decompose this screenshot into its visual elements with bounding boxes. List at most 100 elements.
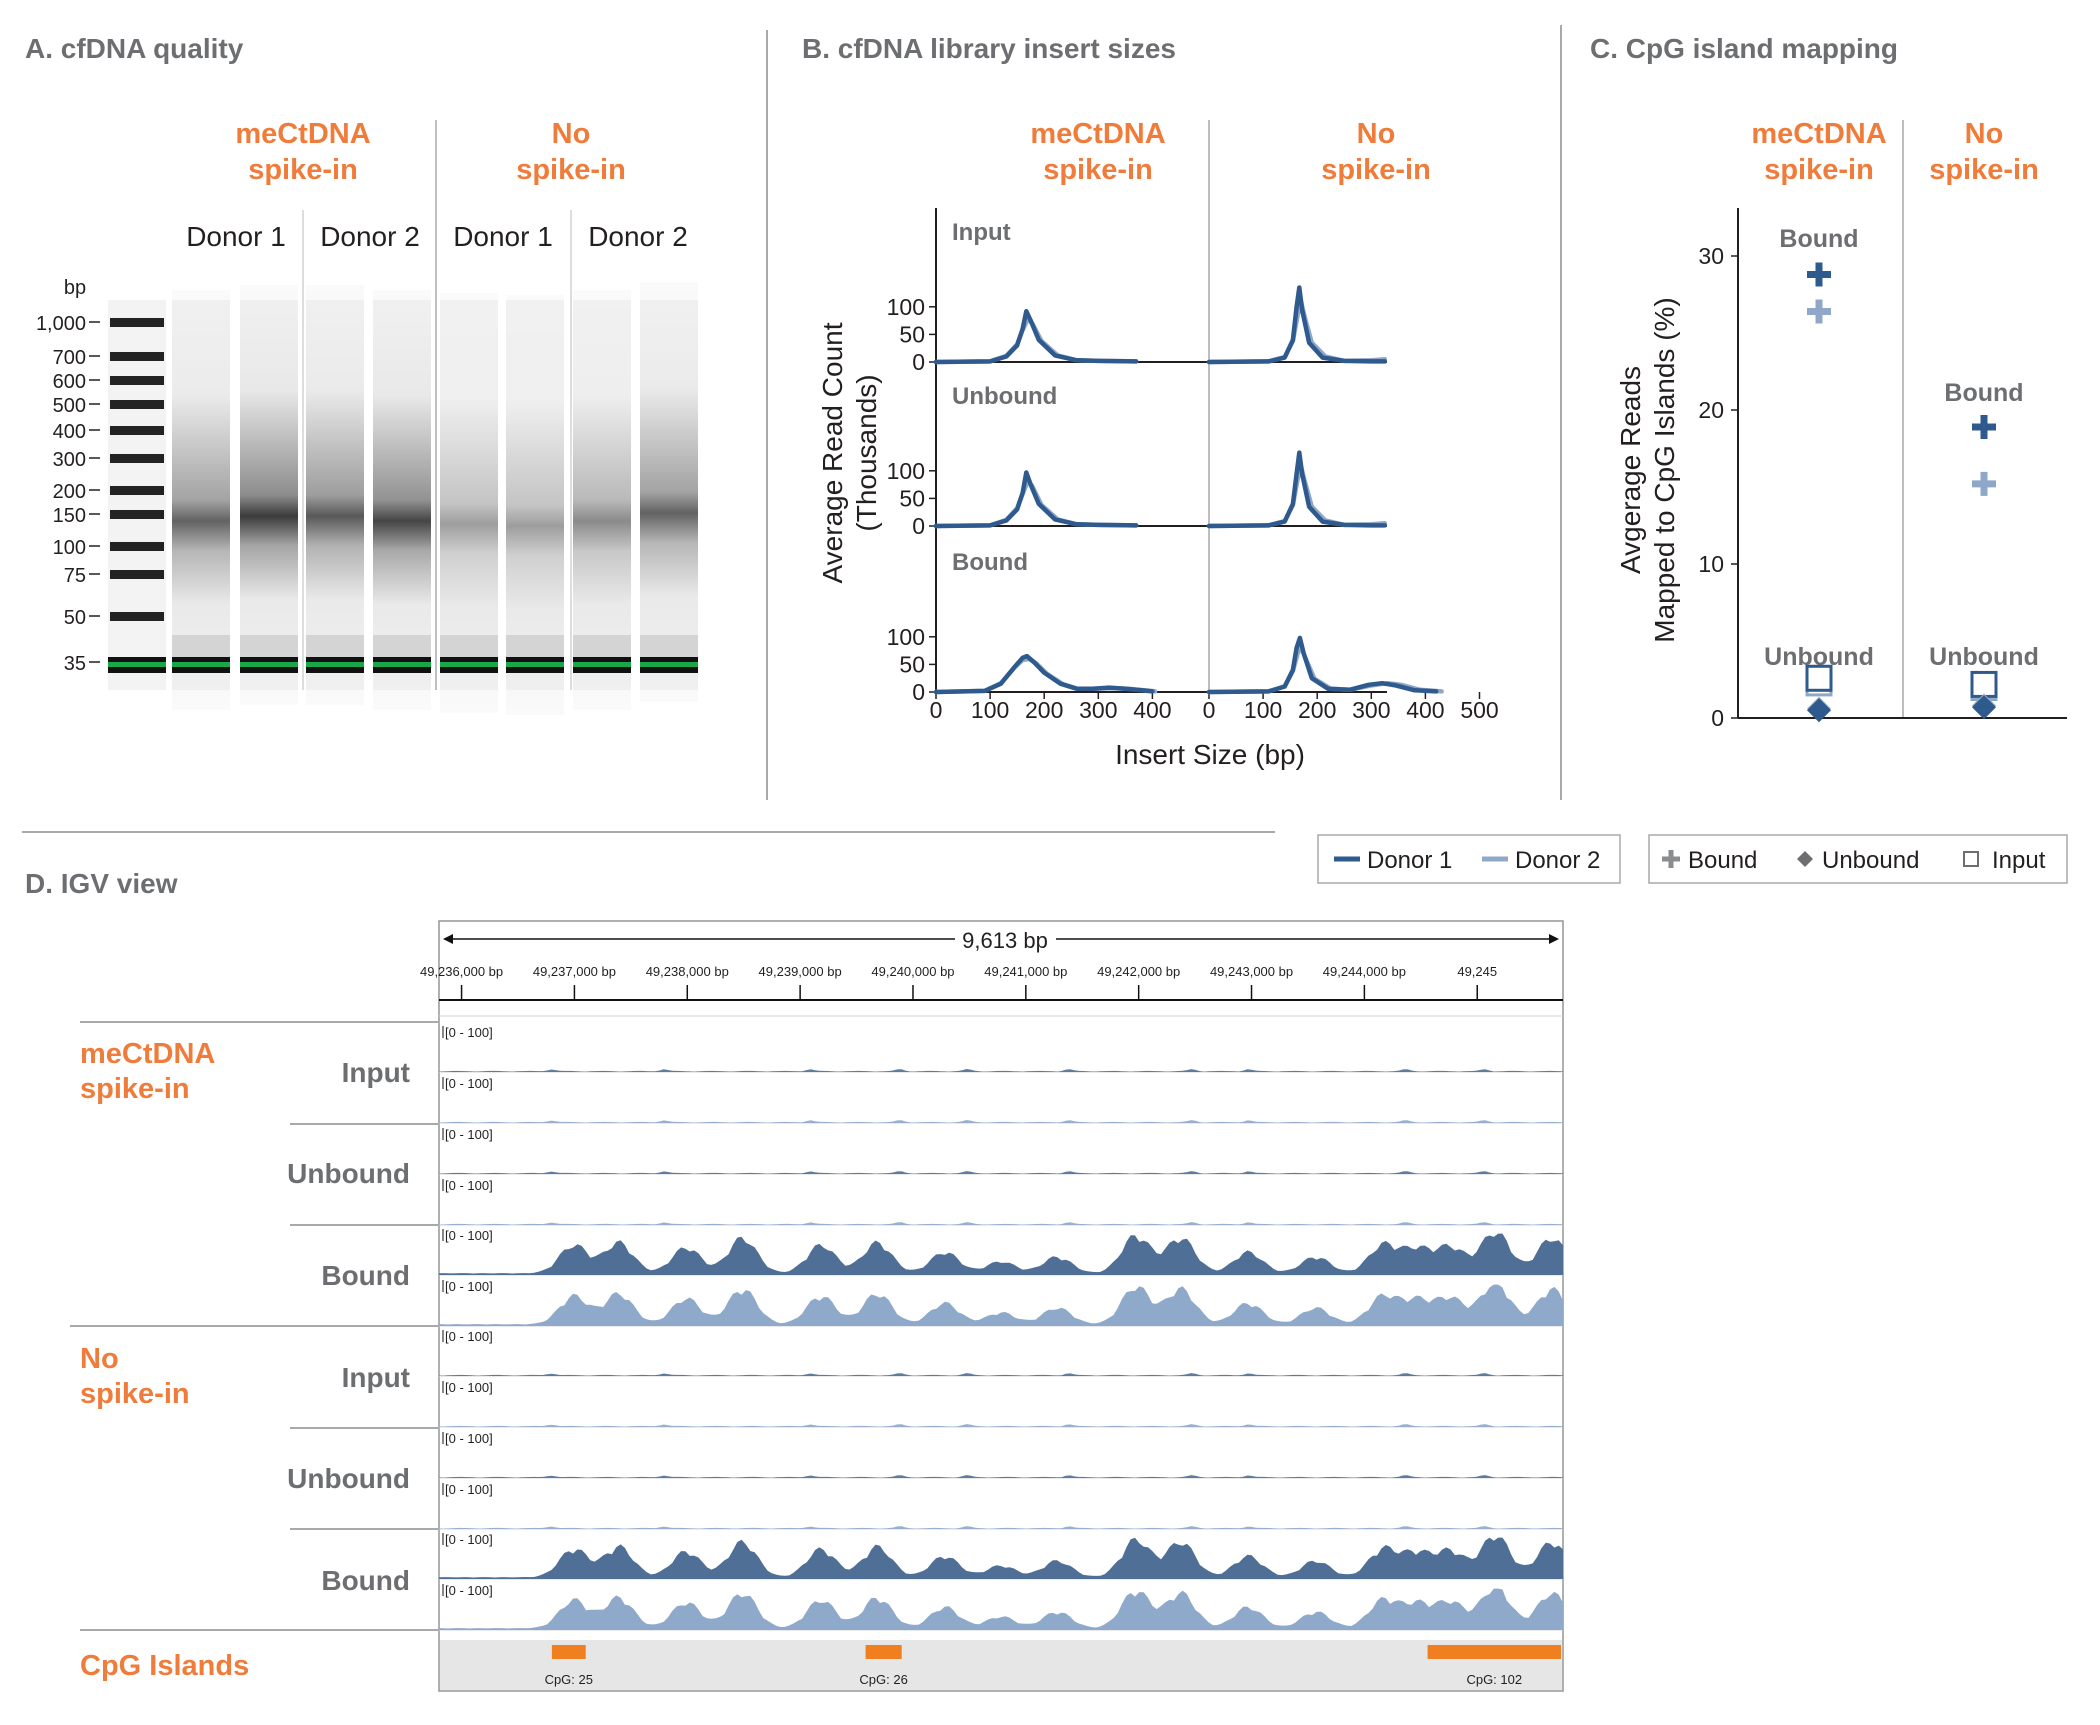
legend-donor2-label: Donor 2: [1515, 847, 1600, 874]
igv-coord-label: 49,241,000 bp: [984, 964, 1067, 979]
panel-b-y-tick-label: 0: [912, 679, 925, 705]
igv-track-range: [0 - 100]: [445, 1482, 493, 1497]
primer-shadow: [373, 635, 431, 657]
cpg-island-label: CpG: 102: [1466, 1672, 1522, 1687]
ladder-band: [110, 570, 164, 579]
ladder-tick-label: 200: [53, 481, 86, 503]
ladder-band: [110, 352, 164, 361]
panel-b-y-tick-label: 100: [887, 294, 925, 320]
igv-coord-label: 49,236,000 bp: [420, 964, 503, 979]
panel-b-ylabel-line1: Average Read Count: [817, 322, 848, 583]
panel-d-group2-line1: No: [80, 1343, 119, 1375]
cpg-island-bar: [551, 1645, 586, 1659]
ladder-tick-label: 100: [53, 537, 86, 559]
ladder-tick-label: 1,000: [36, 313, 86, 335]
insert-size-curve-donor1: [933, 308, 1139, 365]
panel-b-row-label: Bound: [952, 549, 1028, 576]
panel-b-x-tick-label: 200: [1298, 697, 1336, 723]
panel-d-group1-line1: meCtDNA: [80, 1038, 215, 1070]
panel-b-group2-line2: spike-in: [1321, 154, 1431, 186]
panel-c-ylabel-line1: Avgerage Reads: [1615, 366, 1646, 574]
ladder-tick-label: 35: [64, 653, 86, 675]
panel-c-unbound-label: Unbound: [1929, 643, 2039, 671]
panel-a-donor-label: Donor 2: [588, 221, 688, 252]
legend-donor-box: [1317, 834, 1621, 884]
insert-size-curve-donor1: [933, 653, 1155, 695]
igv-track-range: [0 - 100]: [445, 1025, 493, 1040]
igv-coord-label: 49,245: [1457, 964, 1497, 979]
panel-b-x-tick-label: 400: [1406, 697, 1444, 723]
cpg-island-label: CpG: 26: [859, 1672, 907, 1687]
cpg-island-label: CpG: 25: [545, 1672, 593, 1687]
panel-a-group2-line1: No: [552, 118, 591, 150]
marker-green: [506, 662, 564, 667]
panel-b: B. cfDNA library insert sizes meCtDNA sp…: [802, 33, 1499, 770]
panel-b-x-tick-label: 300: [1352, 697, 1390, 723]
igv-track-range: [0 - 100]: [445, 1279, 493, 1294]
panel-a-group1-line1: meCtDNA: [235, 118, 370, 150]
legend-bound-marker: [1662, 850, 1680, 868]
igv-track-range: [0 - 100]: [445, 1532, 493, 1547]
igv-coord-label: 49,239,000 bp: [759, 964, 842, 979]
panel-c-group1-line1: meCtDNA: [1751, 118, 1886, 150]
panel-d-group2-line2: spike-in: [80, 1378, 190, 1410]
panel-a-donor-label: Donor 1: [186, 221, 286, 252]
ladder-band: [110, 376, 164, 385]
ladder-band: [110, 612, 164, 621]
panel-b-x-tick-label: 100: [1244, 697, 1282, 723]
panel-c-bound-label: Bound: [1779, 225, 1858, 253]
igv-coverage-track: [439, 1120, 1563, 1123]
cpg-track-bg: [440, 1640, 1562, 1690]
igv-row-label: Bound: [321, 1260, 410, 1291]
igv-browser: 49,236,000 bp 49,237,000 bp 49,238,000 bp 4…: [70, 920, 1564, 1692]
primer-shadow: [573, 635, 631, 657]
ladder-tick-label: 50: [64, 607, 86, 629]
igv-coverage-track: [439, 1537, 1563, 1579]
panel-b-y-tick-label: 0: [912, 349, 925, 375]
igv-track-range: [0 - 100]: [445, 1228, 493, 1243]
marker-green: [306, 662, 364, 667]
ladder-tick-label: 150: [53, 505, 86, 527]
igv-track-range: [0 - 100]: [445, 1583, 493, 1598]
panel-b-ylabel-line2: (Thousands): [851, 374, 882, 531]
panel-c-y-tick-label: 10: [1698, 551, 1724, 577]
panel-d-group1-line2: spike-in: [80, 1073, 190, 1105]
marker-green: [373, 662, 431, 667]
legend-unbound-marker: [1797, 851, 1813, 867]
sample-smear: [373, 290, 431, 710]
cpg-islands-label: CpG Islands: [80, 1650, 249, 1682]
panel-a: A. cfDNA quality meCtDNA spike-in No spi…: [25, 33, 698, 715]
igv-track-range: [0 - 100]: [445, 1380, 493, 1395]
sample-smear: [640, 282, 698, 702]
ladder-tick-label: 500: [53, 395, 86, 417]
igv-track-range: [0 - 100]: [445, 1329, 493, 1344]
igv-coord-label: 49,244,000 bp: [1323, 964, 1406, 979]
primer-shadow: [440, 635, 498, 657]
input-marker: [1805, 664, 1833, 692]
igv-coord-label: 49,242,000 bp: [1097, 964, 1180, 979]
panel-c-group2-line1: No: [1965, 118, 2004, 150]
igv-span-arrow: [1549, 934, 1559, 944]
legend-fraction-box: [1648, 834, 2068, 884]
sample-smear: [440, 293, 498, 713]
panel-a-title: A. cfDNA quality: [25, 33, 244, 64]
insert-size-curve-donor1: [933, 470, 1139, 529]
igv-track-range: [0 - 100]: [445, 1178, 493, 1193]
sample-smear: [240, 285, 298, 705]
igv-coverage-track: [439, 1284, 1563, 1326]
sample-smear: [506, 295, 564, 715]
panel-a-group1-line2: spike-in: [248, 154, 358, 186]
sample-smear: [306, 285, 364, 705]
panel-b-y-tick-label: 100: [887, 458, 925, 484]
ladder-tick-label: 600: [53, 371, 86, 393]
unbound-marker: [1807, 698, 1831, 723]
ladder-band: [110, 400, 164, 409]
insert-size-curve-donor1: [1206, 635, 1439, 695]
ladder-band: [110, 426, 164, 435]
igv-coord-label: 49,237,000 bp: [533, 964, 616, 979]
panel-b-x-tick-label: 300: [1079, 697, 1117, 723]
ladder-tick-label: 400: [53, 421, 86, 443]
igv-coverage-track: [439, 1526, 1563, 1529]
primer-shadow: [172, 635, 230, 657]
